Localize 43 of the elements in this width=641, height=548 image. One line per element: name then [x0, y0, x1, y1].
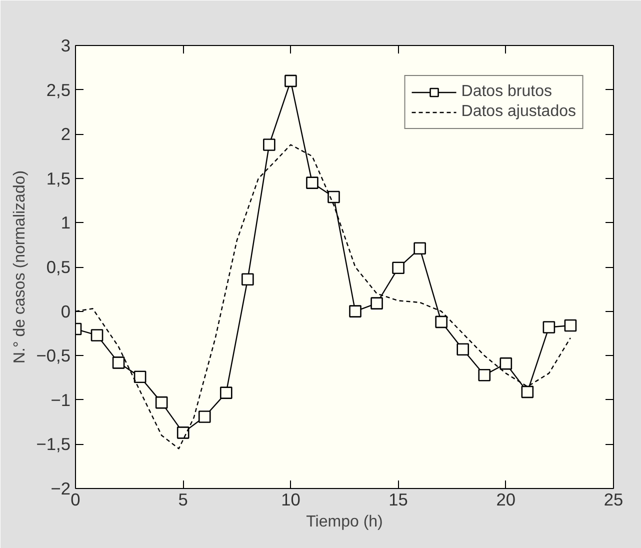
point: [435, 316, 448, 328]
y-tick-label: −1: [50, 390, 71, 410]
point: [134, 370, 146, 384]
y-tick-label: 1,5: [46, 168, 71, 188]
legend-label: Datos brutos: [461, 83, 552, 101]
x-tick-label: 25: [604, 490, 624, 510]
point: [306, 176, 318, 189]
y-tick-label: 0,5: [46, 257, 71, 277]
point: [414, 242, 426, 255]
point: [328, 190, 340, 204]
point: [478, 368, 491, 382]
point: [263, 138, 276, 151]
x-tick-label: 15: [388, 490, 408, 510]
point: [456, 343, 470, 356]
point: [112, 356, 125, 369]
y-tick-label: −2: [50, 478, 71, 498]
x-axis-title: Tiempo (h): [306, 514, 383, 530]
point: [564, 319, 577, 332]
x-tick-label: 20: [496, 490, 516, 510]
legend-label: Datos ajustados: [461, 103, 576, 121]
y-tick-label: 1: [60, 212, 71, 233]
point: [542, 321, 556, 334]
point: [155, 396, 168, 409]
y-tick-label: −1,5: [36, 434, 71, 454]
point: [220, 386, 232, 399]
y-tick-label: −0,5: [36, 346, 71, 366]
point: [500, 357, 512, 370]
x-tick-label: 10: [281, 490, 300, 510]
point: [392, 262, 404, 274]
y-tick-label: 2,5: [46, 80, 71, 100]
y-tick-label: 0: [60, 301, 71, 322]
point: [90, 329, 104, 342]
point: [242, 273, 254, 286]
point: [284, 74, 297, 88]
y-tick-label: 3: [60, 36, 71, 56]
point: [521, 386, 534, 398]
point: [198, 410, 211, 423]
y-tick-label: 2: [60, 124, 71, 144]
point: [349, 305, 362, 318]
y-axis-title: N.° de casos (normalizado): [11, 170, 28, 364]
x-tick-label: 5: [178, 490, 188, 510]
point: [176, 426, 190, 439]
point: [370, 297, 383, 310]
